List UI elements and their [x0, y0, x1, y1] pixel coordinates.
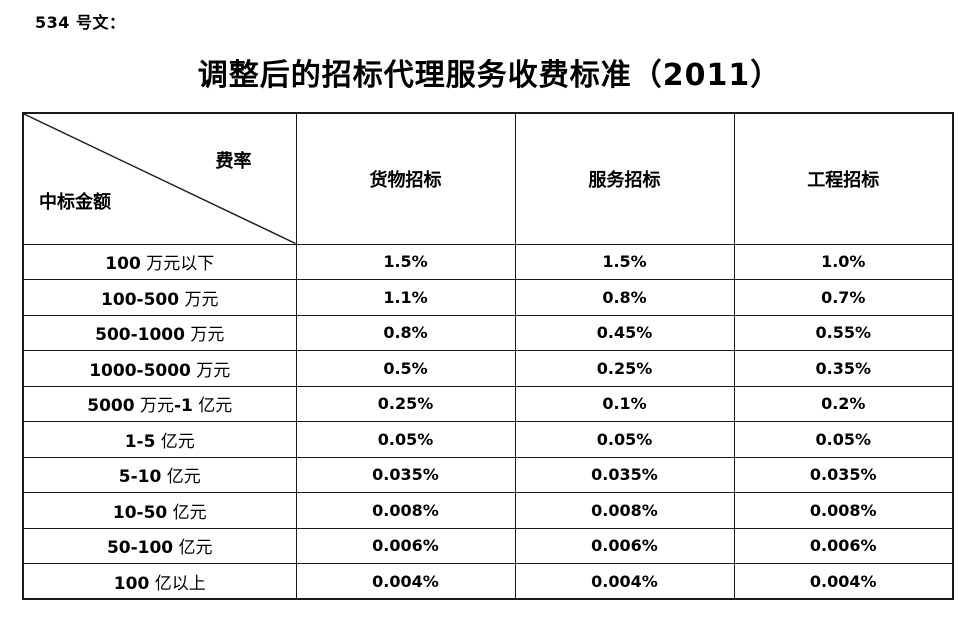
column-header-services: 服务招标 [514, 112, 735, 245]
row-label: 10-50 亿元 [22, 492, 297, 529]
rate-cell: 0.55% [733, 314, 954, 351]
rate-cell: 1.1% [295, 279, 516, 316]
column-header-engineering: 工程招标 [733, 112, 954, 245]
rate-cell: 0.25% [514, 350, 735, 387]
row-label: 1000-5000 万元 [22, 350, 297, 387]
fee-rate-table: 费率 中标金额 货物招标 服务招标 工程招标 100 万元以下 1.5% 1.5… [22, 112, 954, 600]
row-label: 500-1000 万元 [22, 314, 297, 351]
row-label: 5000 万元-1 亿元 [22, 385, 297, 422]
rate-cell: 0.05% [733, 421, 954, 458]
row-label: 100 万元以下 [22, 243, 297, 280]
rate-cell: 0.05% [295, 421, 516, 458]
corner-label-bid-amount: 中标金额 [39, 191, 111, 213]
rate-cell: 1.5% [295, 243, 516, 280]
row-label: 100 亿以上 [22, 563, 297, 600]
table-row: 10-50 亿元 0.008% 0.008% 0.008% [22, 492, 954, 529]
row-label: 5-10 亿元 [22, 456, 297, 493]
table-row: 50-100 亿元 0.006% 0.006% 0.006% [22, 527, 954, 564]
corner-header-cell: 费率 中标金额 [22, 112, 297, 245]
diagonal-divider-line [24, 114, 296, 244]
table-row: 1000-5000 万元 0.5% 0.25% 0.35% [22, 350, 954, 387]
row-label: 100-500 万元 [22, 279, 297, 316]
page-title: 调整后的招标代理服务收费标准（2011） [197, 58, 782, 93]
rate-cell: 0.7% [733, 279, 954, 316]
rate-cell: 0.35% [733, 350, 954, 387]
rate-cell: 0.004% [295, 563, 516, 600]
rate-cell: 0.008% [514, 492, 735, 529]
table-row: 5-10 亿元 0.035% 0.035% 0.035% [22, 456, 954, 493]
rate-cell: 1.0% [733, 243, 954, 280]
rate-cell: 0.2% [733, 385, 954, 422]
header-row: 费率 中标金额 货物招标 服务招标 工程招标 [22, 112, 954, 245]
rate-cell: 0.004% [733, 563, 954, 600]
table-row: 1-5 亿元 0.05% 0.05% 0.05% [22, 421, 954, 458]
rate-cell: 0.035% [295, 456, 516, 493]
row-label: 50-100 亿元 [22, 527, 297, 564]
rate-cell: 0.25% [295, 385, 516, 422]
rate-cell: 0.45% [514, 314, 735, 351]
table-row: 500-1000 万元 0.8% 0.45% 0.55% [22, 314, 954, 351]
rate-cell: 0.05% [514, 421, 735, 458]
rate-cell: 0.006% [733, 527, 954, 564]
rate-cell: 0.004% [514, 563, 735, 600]
rate-cell: 0.006% [514, 527, 735, 564]
rate-cell: 0.5% [295, 350, 516, 387]
table-row: 100-500 万元 1.1% 0.8% 0.7% [22, 279, 954, 316]
column-header-goods: 货物招标 [295, 112, 516, 245]
rate-cell: 0.008% [295, 492, 516, 529]
rate-cell: 0.008% [733, 492, 954, 529]
rate-cell: 0.1% [514, 385, 735, 422]
table-row: 100 万元以下 1.5% 1.5% 1.0% [22, 243, 954, 280]
rate-cell: 0.8% [295, 314, 516, 351]
corner-label-fee-rate: 费率 [215, 151, 252, 172]
row-label: 1-5 亿元 [22, 421, 297, 458]
rate-cell: 0.035% [733, 456, 954, 493]
table-row: 5000 万元-1 亿元 0.25% 0.1% 0.2% [22, 385, 954, 422]
rate-cell: 0.035% [514, 456, 735, 493]
rate-cell: 0.8% [514, 279, 735, 316]
rate-cell: 0.006% [295, 527, 516, 564]
rate-cell: 1.5% [514, 243, 735, 280]
table-row: 100 亿以上 0.004% 0.004% 0.004% [22, 563, 954, 600]
doc-number-label: 534 号文： [35, 13, 126, 32]
